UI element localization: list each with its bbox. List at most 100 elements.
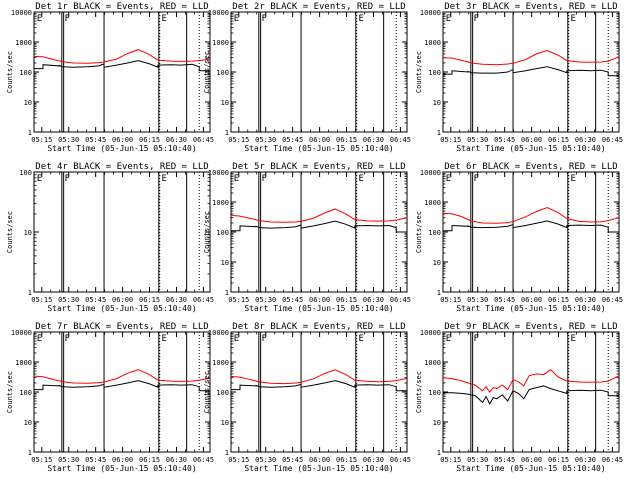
x-tick-label: 05:30 bbox=[58, 456, 79, 464]
y-axis-label: Counts/sec bbox=[415, 211, 423, 253]
flag-marker-e: E bbox=[234, 174, 239, 184]
x-tick-label: 05:45 bbox=[85, 296, 106, 304]
x-tick-label: 06:00 bbox=[309, 296, 330, 304]
flag-marker-e: E bbox=[234, 14, 239, 24]
y-tick-label: 10 bbox=[24, 229, 32, 237]
plot-frame bbox=[442, 331, 620, 453]
y-tick-label: 100 bbox=[19, 389, 32, 397]
x-tick-label: 05:45 bbox=[494, 456, 515, 464]
series-events bbox=[443, 385, 619, 405]
y-tick-label: 1000 bbox=[424, 199, 441, 207]
x-tick-label: 06:45 bbox=[390, 136, 411, 144]
y-tick-label: 1 bbox=[225, 129, 229, 137]
x-tick-label: 06:15 bbox=[548, 296, 569, 304]
y-tick-label: 1000 bbox=[424, 359, 441, 367]
panel-7: Det 7r BLACK = Events, RED = LLD 1 10 100 10… bbox=[6, 322, 214, 473]
y-tick-label: 100 bbox=[19, 169, 32, 177]
x-tick-label: 06:30 bbox=[166, 136, 187, 144]
series-lld bbox=[442, 49, 620, 66]
flag-marker-f: F bbox=[262, 14, 267, 24]
panel-title: Det 3r BLACK = Events, RED = LLD bbox=[444, 2, 617, 12]
x-tick-label: 06:45 bbox=[602, 456, 623, 464]
y-tick-label: 1 bbox=[28, 449, 32, 457]
y-tick-label: 1000 bbox=[15, 39, 32, 47]
panel-title: Det 7r BLACK = Events, RED = LLD bbox=[35, 322, 208, 332]
x-axis-label: Start Time (05-Jun-15 05:10:40) bbox=[47, 464, 196, 473]
y-tick-label: 10 bbox=[433, 259, 441, 267]
series-events bbox=[34, 60, 210, 72]
y-tick-label: 1 bbox=[437, 289, 441, 297]
panel-2: Det 2r BLACK = Events, RED = LLD 1 10 100 10… bbox=[203, 2, 411, 153]
flag-marker-f: F bbox=[65, 14, 70, 24]
x-axis-label: Start Time (05-Jun-15 05:10:40) bbox=[244, 464, 393, 473]
series-lld bbox=[33, 369, 211, 384]
series-lld bbox=[442, 369, 620, 393]
x-tick-label: 06:30 bbox=[363, 456, 384, 464]
y-tick-label: 1000 bbox=[15, 359, 32, 367]
y-tick-label: 100 bbox=[216, 69, 229, 77]
flag-marker-f: F bbox=[262, 334, 267, 344]
flag-marker-e: E bbox=[37, 14, 42, 24]
panel-title: Det 1r BLACK = Events, RED = LLD bbox=[35, 2, 208, 12]
x-tick-label: 06:45 bbox=[390, 296, 411, 304]
panel-4: Det 4r BLACK = Events, RED = LLD 1 10 100 Co… bbox=[6, 162, 214, 313]
x-axis-label: Start Time (05-Jun-15 05:10:40) bbox=[47, 144, 196, 153]
x-tick-label: 05:15 bbox=[228, 456, 249, 464]
y-tick-label: 1000 bbox=[212, 39, 229, 47]
plot-frame bbox=[33, 331, 211, 453]
y-tick-label: 1000 bbox=[212, 359, 229, 367]
y-tick-label: 1 bbox=[28, 289, 32, 297]
x-axis-label: Start Time (05-Jun-15 05:10:40) bbox=[456, 464, 605, 473]
x-tick-label: 06:30 bbox=[363, 296, 384, 304]
flag-marker-f: F bbox=[65, 334, 70, 344]
x-axis-label: Start Time (05-Jun-15 05:10:40) bbox=[47, 304, 196, 313]
plot-frame bbox=[230, 331, 408, 453]
y-tick-label: 100 bbox=[428, 389, 441, 397]
flag-marker-f: F bbox=[65, 174, 70, 184]
x-axis-label: Start Time (05-Jun-15 05:10:40) bbox=[456, 304, 605, 313]
y-tick-label: 10 bbox=[221, 259, 229, 267]
x-tick-label: 05:45 bbox=[282, 456, 303, 464]
x-tick-label: 05:15 bbox=[228, 296, 249, 304]
x-tick-label: 05:30 bbox=[255, 456, 276, 464]
x-tick-label: 05:15 bbox=[440, 456, 461, 464]
flag-marker-e: E bbox=[571, 14, 576, 24]
flag-marker-e: E bbox=[37, 174, 42, 184]
x-tick-label: 06:45 bbox=[193, 456, 214, 464]
y-tick-label: 100 bbox=[428, 229, 441, 237]
x-tick-label: 06:30 bbox=[363, 136, 384, 144]
panel-3: Det 3r BLACK = Events, RED = LLD 1 10 100 10… bbox=[415, 2, 623, 153]
y-tick-label: 1 bbox=[28, 129, 32, 137]
x-tick-label: 05:45 bbox=[282, 296, 303, 304]
x-tick-label: 05:15 bbox=[31, 296, 52, 304]
x-tick-label: 06:30 bbox=[575, 296, 596, 304]
x-tick-label: 06:00 bbox=[112, 456, 133, 464]
y-axis-label: Counts/sec bbox=[203, 51, 211, 93]
flag-marker-e: E bbox=[359, 334, 364, 344]
series-lld bbox=[442, 207, 620, 224]
x-axis-label: Start Time (05-Jun-15 05:10:40) bbox=[244, 144, 393, 153]
x-tick-label: 05:45 bbox=[85, 456, 106, 464]
x-tick-label: 06:30 bbox=[575, 456, 596, 464]
y-axis-label: Counts/sec bbox=[6, 51, 14, 93]
x-tick-label: 06:45 bbox=[390, 456, 411, 464]
flag-marker-f: F bbox=[474, 174, 479, 184]
flag-marker-e: E bbox=[446, 14, 451, 24]
panel-5: Det 5r BLACK = Events, RED = LLD 1 10 100 10… bbox=[203, 162, 411, 313]
x-tick-label: 06:15 bbox=[139, 456, 160, 464]
panel-title: Det 8r BLACK = Events, RED = LLD bbox=[232, 322, 405, 332]
plot-frame bbox=[442, 171, 620, 293]
flag-marker-e: E bbox=[162, 174, 167, 184]
panel-title: Det 5r BLACK = Events, RED = LLD bbox=[232, 162, 405, 172]
flag-marker-f: F bbox=[262, 174, 267, 184]
x-tick-label: 05:15 bbox=[31, 456, 52, 464]
y-axis-label: Counts/sec bbox=[6, 371, 14, 413]
y-tick-label: 100 bbox=[216, 229, 229, 237]
series-events bbox=[443, 66, 619, 77]
x-tick-label: 06:15 bbox=[548, 456, 569, 464]
flag-marker-e: E bbox=[571, 334, 576, 344]
x-tick-label: 05:45 bbox=[85, 136, 106, 144]
series-lld bbox=[33, 49, 211, 64]
x-tick-label: 05:45 bbox=[494, 136, 515, 144]
x-tick-label: 05:30 bbox=[255, 296, 276, 304]
